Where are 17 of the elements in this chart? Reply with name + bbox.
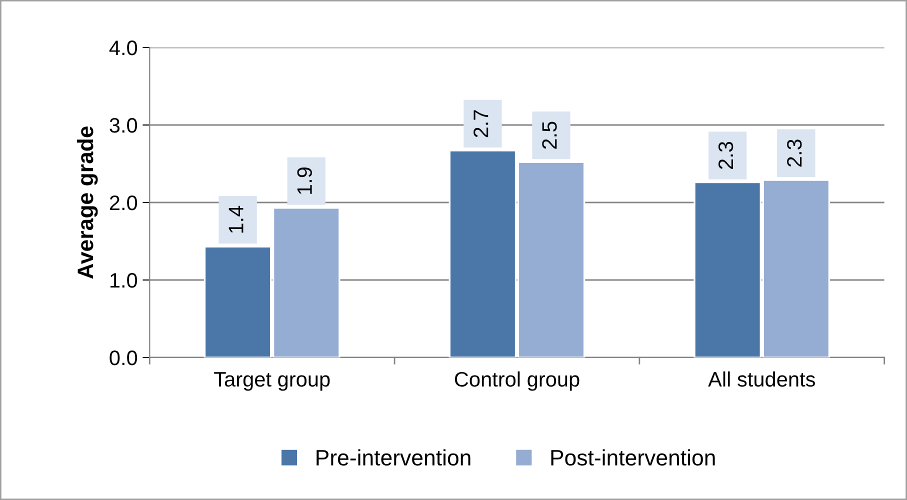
data-label: 2.7 <box>474 110 488 138</box>
y-tick-label: 1.0 <box>110 273 138 288</box>
data-label: 2.3 <box>718 142 734 169</box>
y-tick-label: 0.0 <box>110 350 138 366</box>
data-label: 1.4 <box>228 206 244 233</box>
y-tick-label: 3.0 <box>110 118 138 133</box>
x-tick-label: Control group <box>454 371 580 391</box>
y-tick-label: 2.0 <box>110 196 138 210</box>
data-label: 2.5 <box>542 122 557 149</box>
data-label: 2.3 <box>787 140 802 167</box>
y-tick-label: 4.0 <box>109 40 138 56</box>
data-label: 1.9 <box>297 168 312 194</box>
x-tick-label: Target group <box>214 372 330 391</box>
x-tick-label: All students <box>708 371 815 387</box>
y-axis-title: Average grade <box>76 126 98 279</box>
legend-label: Pre-intervention <box>316 449 470 466</box>
legend-label: Post-intervention <box>551 449 715 466</box>
